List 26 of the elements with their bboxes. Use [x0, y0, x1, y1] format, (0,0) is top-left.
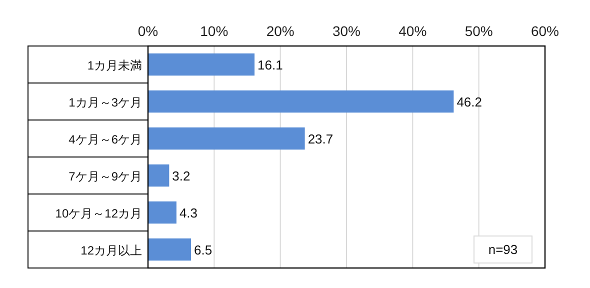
y-tick-label: 4ケ月～6ケ月: [68, 132, 142, 146]
y-tick-label: 12カ月以上: [80, 244, 142, 258]
x-tick-label: 50%: [464, 23, 493, 39]
data-label: 23.7: [308, 132, 334, 146]
bar: [148, 238, 192, 261]
data-label: 46.2: [456, 94, 482, 110]
y-tick-label: 1カ月～3ケ月: [68, 96, 142, 110]
bar: [148, 90, 454, 113]
y-tick-label: 7ケ月～9ケ月: [68, 170, 142, 184]
x-tick-label: 10%: [200, 23, 228, 39]
data-label: 16.1: [258, 58, 283, 72]
data-label: 6.5: [194, 242, 212, 258]
x-tick-label: 20%: [266, 23, 294, 39]
x-tick-label: 0%: [138, 23, 158, 39]
x-tick-label: 40%: [398, 23, 427, 39]
y-tick-label: 10ケ月～12カ月: [55, 206, 142, 220]
data-label: 4.3: [179, 206, 198, 220]
data-label: 3.2: [172, 168, 190, 184]
annotation: n=93: [488, 242, 518, 257]
bar: [148, 127, 305, 150]
y-tick-label: 1カ月未満: [87, 58, 142, 72]
bar: [148, 201, 176, 224]
bar: [148, 53, 255, 76]
x-tick-label: 30%: [332, 23, 361, 39]
x-tick-label: 60%: [530, 23, 560, 39]
bar: [148, 164, 170, 187]
